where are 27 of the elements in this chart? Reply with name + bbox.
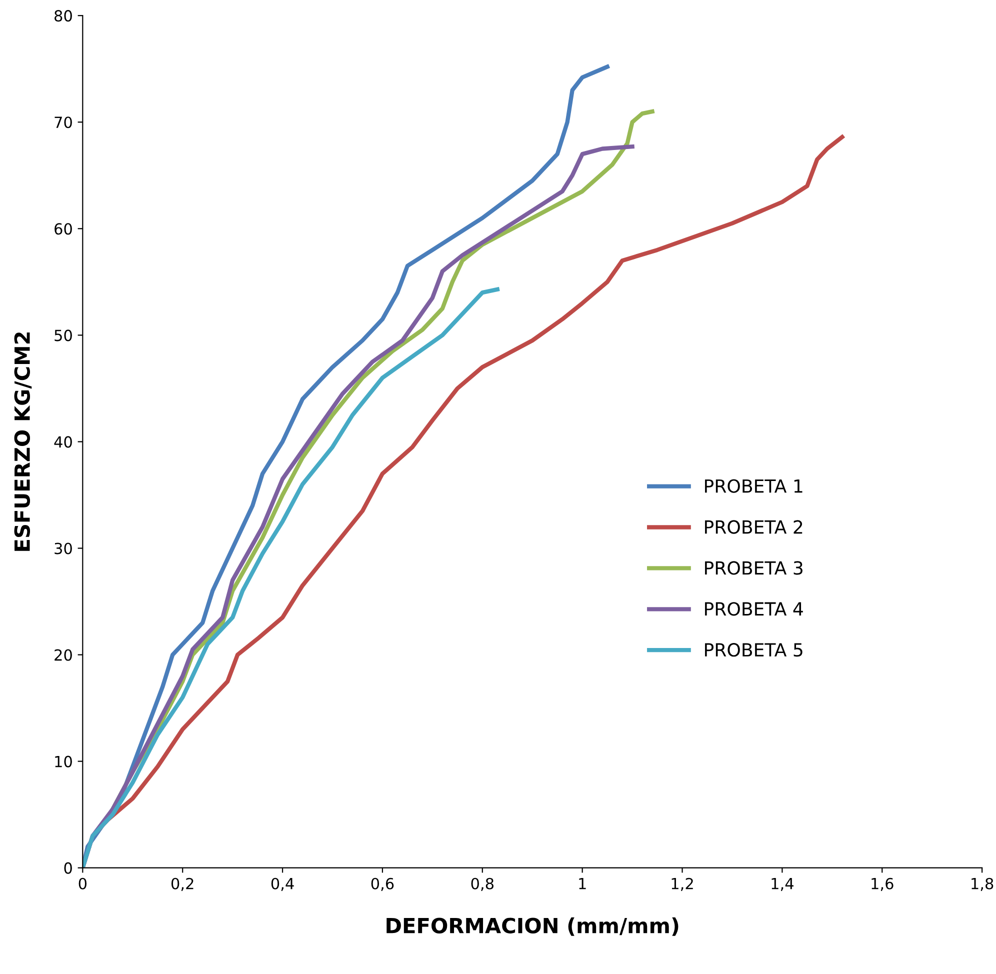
y-tick-label: 50 (54, 330, 72, 342)
y-tick-label: 70 (54, 116, 72, 128)
legend-label: PROBETA 4 (705, 602, 803, 616)
legend-label: PROBETA 1 (705, 479, 802, 493)
y-tick-label: 80 (54, 10, 72, 22)
x-tick-label: 0,6 (371, 878, 394, 891)
x-tick-label: 1,8 (972, 878, 994, 891)
x-tick-label: 0,2 (171, 878, 194, 891)
x-tick-label: 0 (78, 878, 87, 890)
line-series (82, 287, 500, 868)
x-axis-title: DEFORMACION (mm/mm) (386, 917, 678, 936)
x-tick-label: 0,4 (271, 878, 294, 891)
y-tick-label: 30 (54, 542, 72, 554)
x-tick-label: 0,8 (471, 878, 494, 891)
y-tick-label: 0 (64, 862, 72, 874)
y-axis-title: ESFUERZO KG/CM2 (14, 332, 32, 551)
y-tick-label: 10 (55, 756, 72, 768)
legend-label: PROBETA 3 (705, 561, 802, 575)
x-tick-label: 1,6 (872, 878, 894, 891)
legend-label: PROBETA 2 (705, 520, 802, 534)
legend-label: PROBETA 5 (705, 643, 802, 657)
y-tick-label: 20 (54, 649, 72, 661)
x-tick-label: 1 (579, 878, 586, 890)
y-tick-label: 40 (54, 436, 72, 448)
y-tick-label: 60 (54, 223, 72, 235)
x-tick-label: 1,2 (672, 878, 693, 891)
x-tick-label: 1,4 (772, 878, 794, 891)
